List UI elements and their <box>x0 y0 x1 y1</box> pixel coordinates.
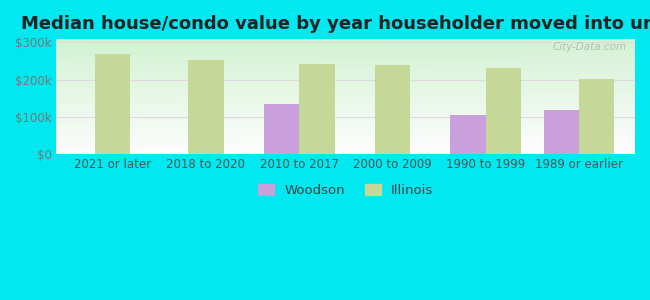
Bar <box>486 68 521 154</box>
Bar <box>188 60 224 154</box>
Bar <box>264 103 299 154</box>
Bar <box>579 79 614 154</box>
Bar <box>374 65 410 154</box>
Bar <box>543 110 579 154</box>
Bar <box>299 64 335 154</box>
Legend: Woodson, Illinois: Woodson, Illinois <box>253 179 439 202</box>
Text: City-Data.com: City-Data.com <box>552 42 627 52</box>
Bar <box>450 115 486 154</box>
Bar <box>95 54 130 154</box>
Title: Median house/condo value by year householder moved into unit: Median house/condo value by year househo… <box>21 15 650 33</box>
